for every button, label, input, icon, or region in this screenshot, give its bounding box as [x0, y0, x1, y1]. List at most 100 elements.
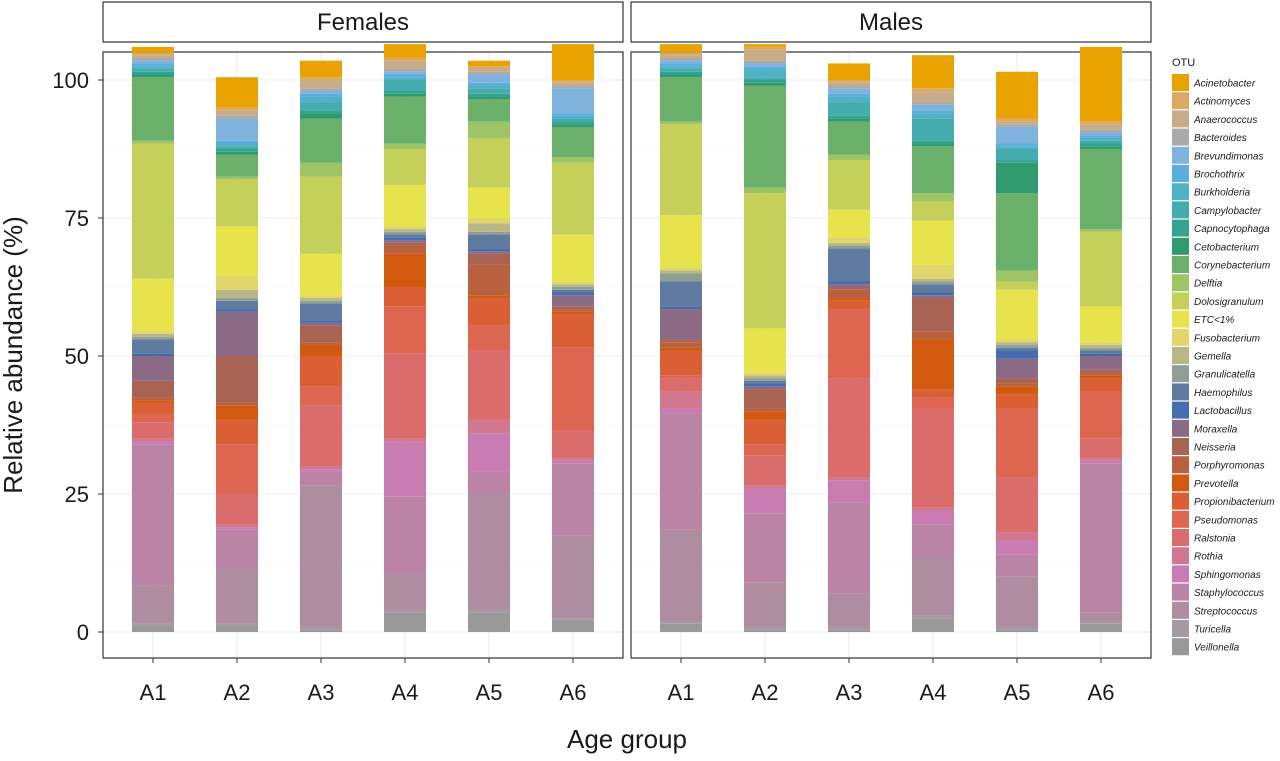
legend-label-gemella: Gemella	[1194, 352, 1232, 363]
bar-segment-males-a6-bacteroides	[1080, 129, 1122, 133]
bar-segment-males-a4-brevundimonas	[912, 104, 954, 111]
bar-segment-females-a6-bacteroides	[552, 85, 594, 89]
bar-segment-females-a2-granulicatella	[216, 298, 258, 301]
bar-segment-males-a2-ralstonia	[744, 455, 786, 486]
x-tick-label: A4	[920, 680, 947, 705]
bar-segment-males-a4-fusobacterium	[912, 264, 954, 279]
bar-segment-females-a4-streptococcus	[384, 574, 426, 610]
legend-label-campylobacter: Campylobacter	[1194, 206, 1262, 217]
bar-segment-females-a2-porphyromonas	[216, 402, 258, 406]
bar-segment-females-a1-brochothrix	[132, 63, 174, 67]
bar-segment-females-a3-pseudomonas	[300, 386, 342, 406]
bar-segment-females-a6-pseudomonas	[552, 347, 594, 431]
bar-segment-females-a5-corynebacterium	[468, 99, 510, 122]
x-axis-title: Age group	[567, 724, 687, 754]
bar-segment-females-a6-acinetobacter	[552, 44, 594, 80]
bar-segment-females-a6-actinomyces	[552, 80, 594, 83]
bar-segment-females-a5-streptococcus	[468, 494, 510, 610]
legend-label-brevundimonas: Brevundimonas	[1194, 151, 1263, 162]
bar-segment-males-a4-etc-1-	[912, 220, 954, 265]
bar-segment-females-a6-streptococcus	[552, 535, 594, 619]
bar-segment-males-a6-propionibacterium	[1080, 378, 1122, 392]
bar-segment-females-a1-brevundimonas	[132, 60, 174, 64]
bar-segment-males-a6-fusobacterium	[1080, 342, 1122, 345]
bar-segment-females-a5-lactobacillus	[468, 248, 510, 252]
bar-segment-females-a5-delftia	[468, 121, 510, 138]
bar-segment-females-a6-porphyromonas	[552, 309, 594, 312]
bar-segment-males-a5-granulicatella	[996, 344, 1038, 348]
bar-segment-males-a5-porphyromonas	[996, 383, 1038, 387]
bar-segment-females-a5-brevundimonas	[468, 74, 510, 83]
x-tick-label: A2	[752, 680, 779, 705]
y-tick-label: 0	[77, 620, 89, 645]
bar-segment-males-a2-corynebacterium	[744, 85, 786, 188]
bar-segment-males-a4-prevotella	[912, 339, 954, 390]
bar-segment-females-a2-brochothrix	[216, 140, 258, 144]
bar-segment-males-a6-gemella	[1080, 344, 1122, 348]
legend-label-staphylococcus: Staphylococcus	[1194, 588, 1264, 599]
bar-segment-males-a3-cetobacterium	[828, 118, 870, 122]
bar-segment-males-a4-propionibacterium	[912, 389, 954, 398]
legend-label-moraxella: Moraxella	[1194, 424, 1238, 435]
bar-segment-males-a5-cetobacterium	[996, 162, 1038, 194]
bar-segment-males-a4-haemophilus	[912, 284, 954, 293]
x-tick-label: A3	[308, 680, 335, 705]
bar-segment-males-a1-granulicatella	[660, 273, 702, 282]
bar-segment-females-a2-dolosigranulum	[216, 179, 258, 227]
bar-segment-males-a5-capnocytophaga	[996, 160, 1038, 163]
strip-males	[630, 1, 1152, 43]
bar-segment-males-a3-streptococcus	[828, 593, 870, 627]
bar-segment-males-a4-neisseria	[912, 298, 954, 332]
bar-segment-females-a5-gemella	[468, 223, 510, 232]
bar-segment-males-a6-rothia	[1080, 458, 1122, 461]
bar-segment-females-a5-prevotella	[468, 295, 510, 299]
bar-segment-females-a2-campylobacter	[216, 146, 258, 149]
bar-segment-males-a6-dolosigranulum	[1080, 231, 1122, 307]
bar-segment-males-a4-bacteroides	[912, 102, 954, 105]
legend-label-bacteroides: Bacteroides	[1194, 133, 1247, 144]
panel-females	[102, 51, 624, 659]
bar-segment-females-a5-dolosigranulum	[468, 137, 510, 188]
legend-label-etc-1-: ETC<1%	[1194, 315, 1234, 326]
bar-segment-males-a5-propionibacterium	[996, 394, 1038, 409]
bar-segment-females-a3-acinetobacter	[300, 60, 342, 78]
bar-segment-males-a2-turicella	[744, 626, 786, 630]
bar-segment-females-a2-corynebacterium	[216, 154, 258, 177]
legend-key-bacteroides	[1172, 128, 1189, 146]
legend-label-anaerococcus: Anaerococcus	[1193, 115, 1257, 126]
bar-segment-males-a2-sphingomonas	[744, 488, 786, 514]
bar-segment-females-a4-dolosigranulum	[384, 149, 426, 185]
bar-segment-females-a3-moraxella	[300, 322, 342, 326]
bar-segment-males-a4-brochothrix	[912, 110, 954, 114]
bar-segment-males-a1-fusobacterium	[660, 267, 702, 271]
bar-segment-females-a3-delftia	[300, 162, 342, 177]
legend-key-sphingomonas	[1172, 565, 1189, 583]
bar-segment-males-a3-haemophilus	[828, 248, 870, 282]
bar-segment-males-a4-veillonella	[912, 618, 954, 632]
bar-segment-males-a4-sphingomonas	[912, 510, 954, 525]
bar-segment-males-a3-burkholderia	[828, 96, 870, 103]
bar-segment-females-a1-fusobacterium	[132, 331, 174, 334]
bar-segment-males-a6-cetobacterium	[1080, 146, 1122, 149]
bar-segment-males-a6-burkholderia	[1080, 137, 1122, 141]
bar-segment-females-a1-streptococcus	[132, 585, 174, 624]
bar-segment-males-a2-neisseria	[744, 389, 786, 409]
bar-segment-females-a5-porphyromonas	[468, 264, 510, 296]
bar-segment-females-a5-capnocytophaga	[468, 93, 510, 97]
legend-label-sphingomonas: Sphingomonas	[1194, 570, 1261, 581]
bar-segment-males-a3-etc-1-	[828, 209, 870, 238]
legend-key-neisseria	[1172, 438, 1189, 455]
bar-segment-males-a2-pseudomonas	[744, 444, 786, 456]
bar-segment-females-a2-propionibacterium	[216, 419, 258, 445]
bar-segment-males-a5-bacteroides	[996, 124, 1038, 127]
bar-segment-males-a5-turicella	[996, 626, 1038, 630]
bar-segment-females-a6-propionibacterium	[552, 314, 594, 348]
bar-segment-females-a5-neisseria	[468, 253, 510, 265]
bar-segment-females-a3-brochothrix	[300, 93, 342, 97]
bar-segment-males-a3-prevotella	[828, 298, 870, 301]
y-tick-label: 25	[65, 482, 89, 507]
bar-segment-females-a1-gemella	[132, 333, 174, 337]
bar-segment-females-a6-etc-1-	[552, 234, 594, 282]
x-tick-label: A3	[836, 680, 863, 705]
bar-segment-males-a6-delftia	[1080, 229, 1122, 232]
